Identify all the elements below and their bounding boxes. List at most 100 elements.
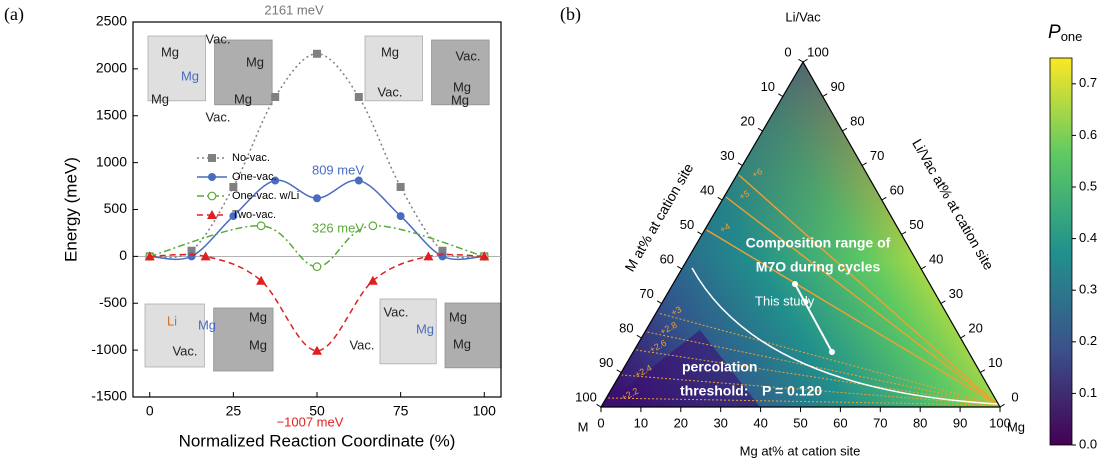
annotation: 2161 meV [264,2,324,17]
inset-label: Mg [151,91,169,106]
marker [313,194,321,202]
right-tick-label: 30 [949,286,963,301]
inset-label: Vac. [455,48,480,63]
colorbar-tick-label: 0.1 [1079,385,1097,400]
marker [271,93,279,101]
inset-label: Mg [181,68,199,83]
bottom-tick-label: 20 [674,415,688,430]
annotation: 326 meV [312,220,364,235]
y-tick-label: 500 [104,200,128,216]
x-tick-label: 75 [393,403,409,419]
right-tick [862,163,867,166]
right-tick-label: 40 [929,251,943,266]
right-tick [921,266,926,269]
colorbar-label-main: P [1048,22,1061,43]
left-tick [677,266,682,269]
left-tick-label: 80 [619,320,633,335]
marker [369,222,377,230]
annotation: This study [755,293,815,308]
right-tick-label: 60 [890,182,904,197]
inset-label: Vac. [349,337,374,352]
bottom-tick-label: 30 [713,415,727,430]
y-tick-label: -1000 [91,341,127,357]
annotation: P = 0.120 [762,383,822,399]
y-axis-label: Energy (meV) [61,157,80,262]
colorbar-label-sub: one [1061,29,1083,44]
marker [355,93,363,101]
x-tick-label: 25 [226,403,242,419]
left-tick [637,335,642,338]
left-tick-label: 30 [720,148,734,163]
left-tick-label: 50 [680,217,694,232]
left-tick [718,197,723,200]
right-tick-label: 100 [807,44,829,59]
left-tick [738,163,743,166]
figure: (a)-1500-1000-50005001000150020002500025… [0,0,1102,463]
right-tick-label: 70 [870,148,884,163]
inset-label: Vac. [172,343,197,358]
colorbar-tick-label: 0.7 [1079,75,1097,90]
marker [208,192,216,200]
inset-label: Mg [416,321,434,336]
left-tick-label: 0 [784,44,791,59]
annotation: threshold: [680,383,748,399]
left-tick-label: 100 [575,389,597,404]
right-tick [980,370,985,373]
left-tick [698,232,703,235]
inset-label: Mg [198,317,216,332]
inset-label: Vac. [377,84,402,99]
marker [257,222,265,230]
left-tick [758,128,763,131]
right-tick-label: 50 [909,217,923,232]
annotation: M7O during cycles [756,259,881,275]
y-tick-label: 2500 [96,13,127,29]
inset-label: Mg [234,91,252,106]
inset-label: Mg [451,92,469,107]
bottom-tick-label: 0 [597,415,604,430]
x-axis-label: Normalized Reaction Coordinate (%) [179,431,456,450]
panel-label: (a) [4,4,24,25]
right-axis-label: Li/Vac at% at cation site [909,136,997,273]
inset-label: Mg [249,337,267,352]
marker [313,263,321,271]
marker [397,183,405,191]
bottom-tick-label: 50 [793,415,807,430]
marker [313,50,321,58]
left-tick [617,370,622,373]
left-tick [657,301,662,304]
y-tick-label: 2000 [96,60,127,76]
inset-label: Mg [249,309,267,324]
left-tick-label: 20 [740,113,754,128]
bottom-tick-label: 90 [953,415,967,430]
study-point [829,349,835,355]
right-tick-label: 10 [988,355,1002,370]
bottom-tick-label: 10 [634,415,648,430]
bottom-tick-label: 60 [833,415,847,430]
y-tick-label: -1500 [91,388,127,404]
inset-label: Vac. [383,304,408,319]
left-tick [597,404,602,407]
inset-label: Mg [246,54,264,69]
y-tick-label: -500 [99,294,127,310]
colorbar-label: Pone [1048,22,1082,44]
left-tick-label: 10 [761,79,775,94]
inset-label: Mg [453,336,471,351]
annotation: 809 meV [312,162,364,177]
panel-label: (b) [560,4,581,25]
inset-label: Vac. [205,31,230,46]
right-tick-label: 0 [1011,389,1018,404]
right-tick [882,197,887,200]
annotation: Composition range of [746,235,891,251]
marker [355,177,363,185]
left-tick-label: 70 [639,286,653,301]
left-tick-label: 40 [700,182,714,197]
inset-label: Mg [381,44,399,59]
left-tick-label: 60 [660,251,674,266]
colorbar-tick-label: 0.6 [1079,127,1097,142]
colorbar-tick-label: 0.0 [1079,436,1097,451]
right-tick [803,59,808,62]
corner-label: M [578,419,589,434]
corner-label: Mg [1007,419,1025,434]
marker [208,154,216,162]
